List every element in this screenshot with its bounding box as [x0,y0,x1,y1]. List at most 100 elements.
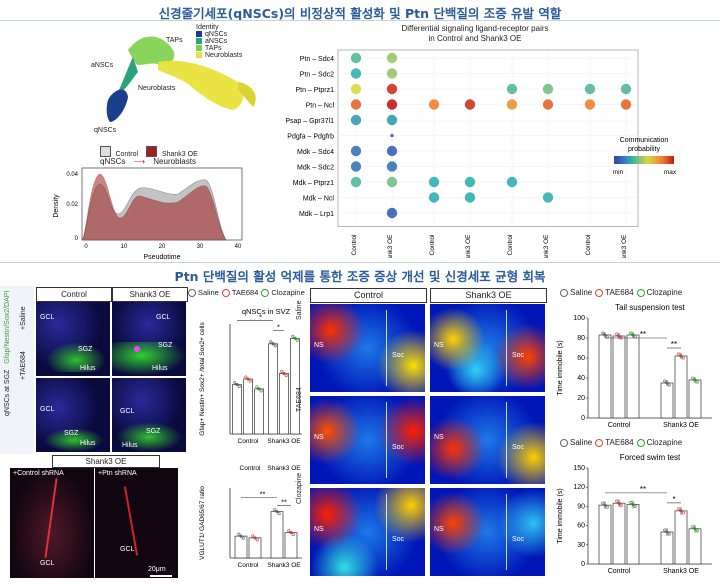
bubble-pair-label: Ptn – Sdc4 [300,56,334,63]
treatment-legend-bottom: Saline TAE684 Clozapine [560,438,685,447]
sig-marker: ** [281,498,287,507]
bar [268,343,278,435]
bubble-condition-label: Control [429,234,436,256]
bar-point [605,505,609,509]
bubble-dot [620,83,632,95]
bar-point [631,502,635,507]
bubble-pair-label: Mdk – Sdc4 [297,149,334,156]
umap-points [106,36,256,122]
treatment-legend-marker [595,288,604,297]
bubble-dot [428,176,440,188]
treatment-legend-item: Saline [188,288,219,298]
bar-point [255,538,259,542]
bar [234,535,248,559]
micro-sgz-4: SGZ [146,428,161,435]
bar-point [237,532,241,536]
shrna-ptn-label: +Ptn shRNA [98,470,137,477]
bar-point [693,378,697,382]
bar-category-label: Control [238,438,260,445]
density-ytick-0: 0.04 [66,172,78,178]
heat-soc-label: Soc [392,352,405,359]
umap-legend-swatch [196,38,202,45]
heat-col-control: Control [310,288,427,303]
trajectory-label: qNSCs ⟶ Neuroblasts [100,157,196,166]
treatment-legend-item: TAE684 [595,288,634,297]
bar-point [667,383,671,387]
bar-point [248,379,252,383]
bar-point [681,356,685,360]
bubble-dot [386,161,398,172]
bar-point [257,387,261,391]
mid-divider [0,262,720,263]
bar-point [667,532,671,536]
treatment-legend-label: Saline [198,288,219,297]
bubble-dot [350,83,362,95]
shrna-gcl-2: GCL [120,546,135,553]
bar-category-label: Shank3 OE [267,438,301,445]
treatment-legend-item: Saline [560,438,592,447]
bar-ylabel: Time immobile (s) [557,488,564,543]
bar-point [663,528,667,532]
bar-ytick-label: 80 [577,335,585,342]
bar-point [603,333,607,337]
umap-legend-swatch [196,31,202,38]
micro-hilus: Hilus [80,365,96,372]
bubble-dot [584,83,596,95]
heat-divider [386,402,387,478]
density-ytick-2: 0 [75,236,79,242]
umap-legend-item: qNSCs [196,31,242,38]
bar-ytick-label: 30 [577,542,585,549]
bubble-dot [386,68,398,79]
treatment-legend-marker [261,289,270,298]
heat-divider [506,402,507,478]
bar-point [237,384,241,389]
bubble-condition-label: Shank3 OE [465,234,472,258]
bar-point [617,334,621,338]
bubble-pair-label: Mdk – Ptprz1 [293,180,334,187]
bar-point [677,507,681,511]
bubble-pair-label: Psap – Gpr37l1 [285,118,334,125]
tst-bar-chart: 0 20 40 60 80 100 Time immobile (s) Control Shan… [557,303,712,429]
bubble-dot [386,176,398,188]
treatment-legend-marker [595,438,604,447]
bar-point [619,503,623,507]
bubble-dot [390,133,394,138]
treatment-legend-label: TAE684 [231,288,259,297]
bar-point [291,334,295,338]
bar-ytick-label: 20 [577,395,585,402]
bubble-condition-label: Shank3 OE [387,234,394,258]
scale-bar-label: 20μm [148,566,166,573]
bar-title: qNSCs in SVZ [242,307,291,316]
bar-title: Tail suspension test [615,303,686,312]
sig-marker: ** [260,490,266,499]
trajectory-to: Neuroblasts [153,157,196,166]
sig-marker: ** [640,485,646,494]
bar-category-label: Shank3 OE [663,422,699,429]
micro-side-label: qNSCs at SGZ Gfap/Nestin/Sox2/DAPI [4,248,11,416]
bubble-title-line2: in Control and Shank3 OE [428,34,522,43]
treatment-legend-item: TAE684 [221,288,259,298]
bar-point [273,508,277,512]
umap-legend-item: TAPs [196,45,242,52]
bar [688,528,702,565]
heat-ns-label: NS [314,526,324,533]
bubble-dot [428,192,440,203]
density-ylabel: Density [53,194,60,218]
heat-soc-label: Soc [392,536,405,543]
bubble-dot [386,83,398,95]
bar-point [601,331,605,335]
bubble-dot [542,83,554,95]
bubble-dot [428,99,440,110]
top-divider [0,20,720,21]
density-xtick-1: 10 [121,244,128,250]
bubble-pair-label: Mdk – Sdc2 [297,165,334,172]
bubble-pair-label: Ptn – Ptprz1 [295,87,334,94]
heat-divider [386,494,387,570]
bar-point [255,385,259,389]
density-plot: Density 0.04 0.02 0 0 10 20 30 40 Pseudo… [53,167,243,261]
treatment-legend-mid: Saline TAE684 Clozapine [188,288,308,298]
bar-point [246,377,250,381]
bar-ylabel: VGLUT1/ GAD65/67 ratio [199,486,206,560]
bubble-pair-label: Mdk – Ncl [303,196,335,203]
micro-stain: Gfap/Nestin/Sox2/DAPI [4,290,11,364]
